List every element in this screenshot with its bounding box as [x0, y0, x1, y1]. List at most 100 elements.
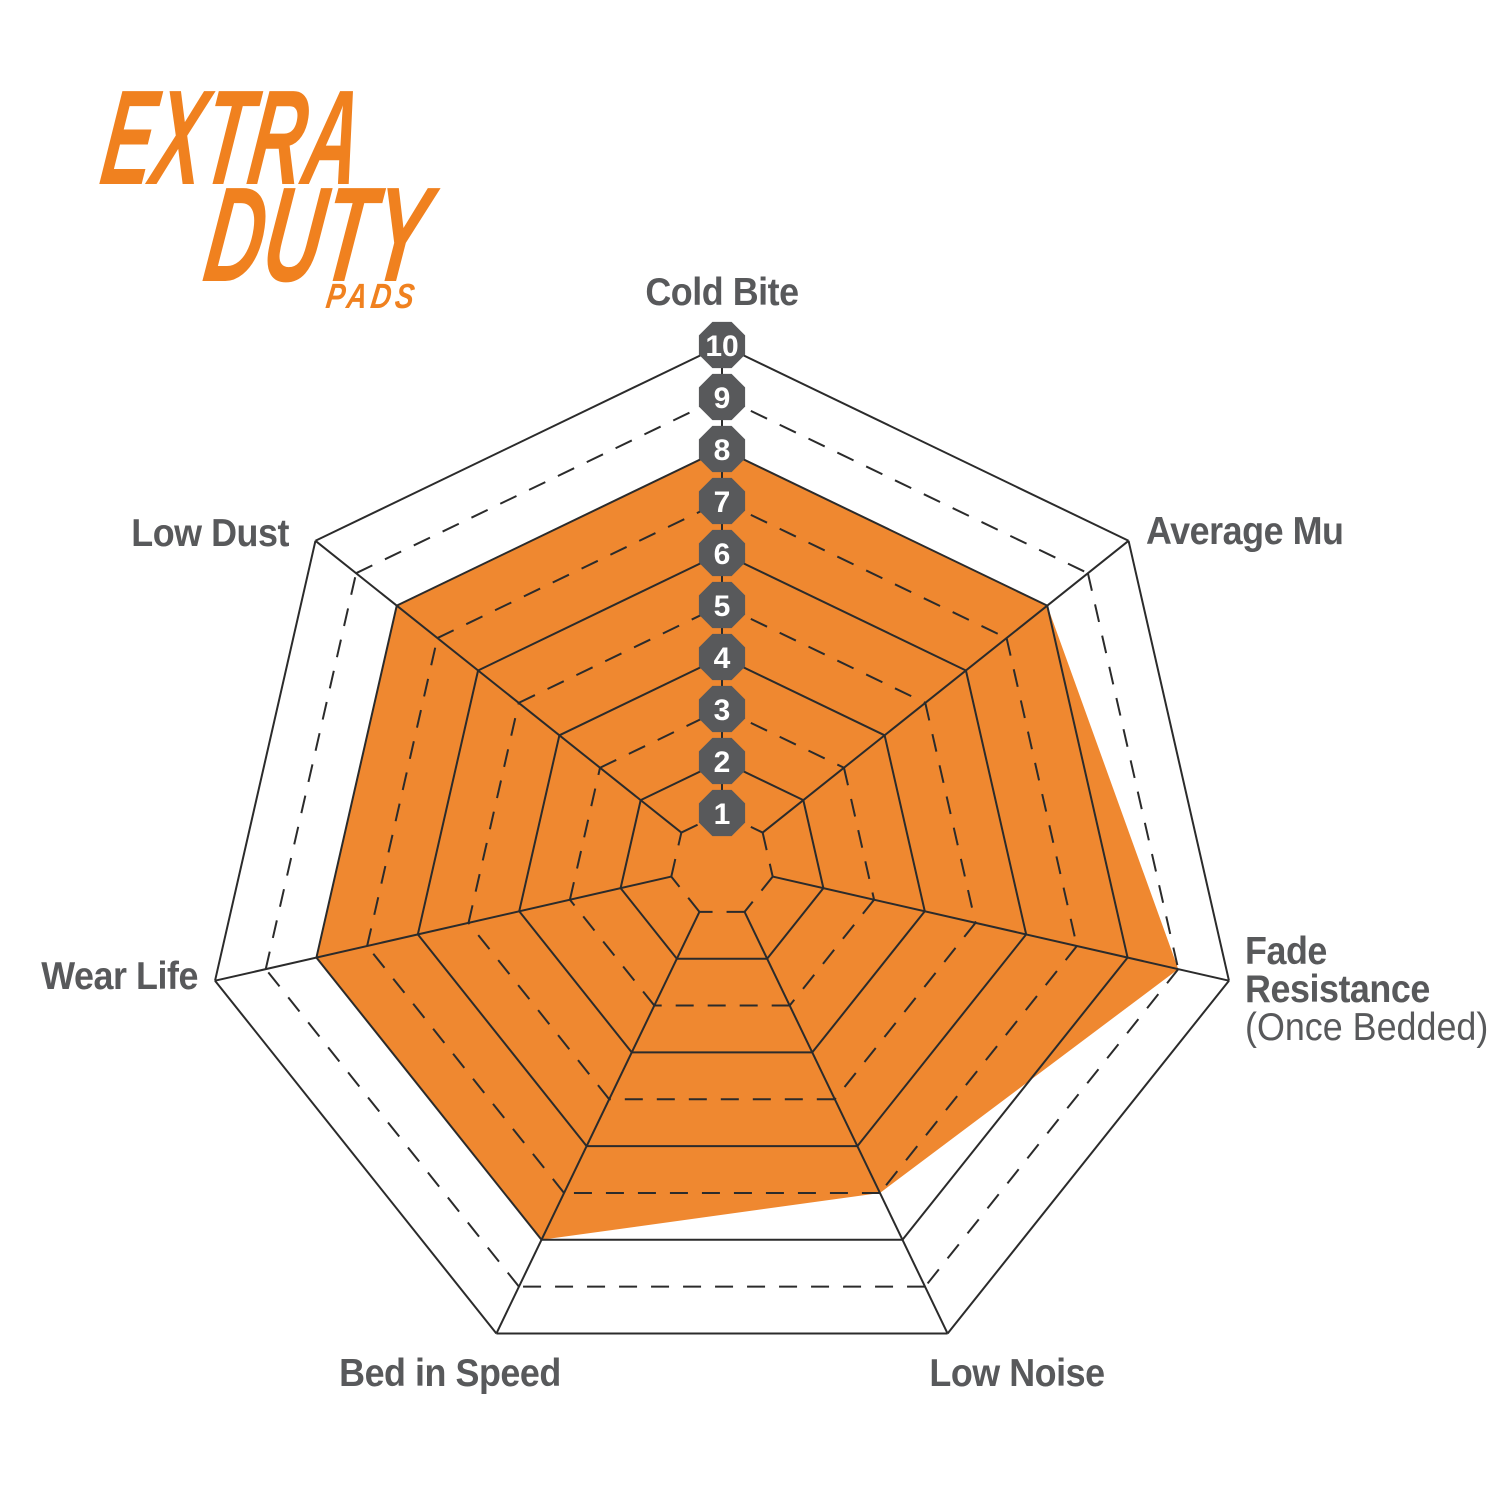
grid-ring-dashed [264, 968, 520, 1288]
grid-ring-dashed [924, 968, 1180, 1288]
grid-ring-solid [901, 956, 1129, 1241]
grid-ring-solid [417, 933, 588, 1147]
grid-ring-solid [721, 448, 1048, 607]
fade-resistance-line3: (Once Bedded) [1245, 1006, 1489, 1049]
scale-badge-octagon [698, 425, 746, 473]
grid-ring-dashed [721, 500, 1008, 639]
grid-ring-solid [315, 344, 723, 542]
grid-ring-dashed [924, 702, 977, 924]
grid-ring-solid [396, 448, 723, 607]
scale-badge-number: 8 [714, 434, 731, 467]
fade-resistance-line2: Resistance [1245, 968, 1430, 1011]
grid-ring-solid [214, 540, 317, 981]
axis-label-cold-bite: Cold Bite [645, 271, 799, 314]
grid-spoke [762, 540, 1130, 834]
scale-badge: 5 [698, 581, 746, 629]
radar-grid [214, 344, 1230, 1335]
grid-ring-dashed [670, 832, 683, 877]
grid-ring-solid [721, 344, 1129, 542]
grid-ring-solid [619, 887, 678, 960]
grid-ring-solid [416, 670, 480, 935]
grid-ring-dashed [568, 767, 602, 900]
grid-ring-dashed [467, 922, 610, 1100]
scale-badge-octagon [698, 633, 746, 681]
fade-resistance-line1: Fade [1245, 930, 1327, 973]
grid-ring-dashed [264, 572, 358, 970]
axis-label-bed-in-speed: Bed in Speed [339, 1352, 561, 1395]
grid-spoke [495, 911, 701, 1334]
scale-badge: 8 [698, 425, 746, 473]
scale-badge-octagon [698, 373, 746, 421]
scale-badge-number: 10 [705, 330, 738, 363]
grid-spoke [743, 911, 949, 1334]
scale-badge: 4 [698, 633, 746, 681]
grid-ring-dashed [366, 637, 439, 947]
scale-badge-number: 6 [714, 538, 731, 571]
scale-badge-octagon [698, 529, 746, 577]
axis-label-wear-life: Wear Life [41, 955, 198, 998]
grid-ring-solid [883, 735, 926, 912]
scale-badge-number: 2 [714, 746, 731, 779]
grid-spoke [314, 540, 682, 834]
scale-badge-octagon [698, 321, 746, 369]
scale-badge: 2 [698, 737, 746, 785]
grid-ring-solid [856, 933, 1027, 1147]
axis-label-low-noise: Low Noise [929, 1352, 1105, 1395]
grid-ring-dashed [1005, 637, 1078, 947]
scale-badge-number: 3 [714, 694, 731, 727]
grid-ring-dashed [761, 832, 774, 877]
scale-badge-octagon [698, 581, 746, 629]
grid-ring-dashed [569, 899, 656, 1007]
scale-badge-octagon [698, 789, 746, 837]
grid-ring-dashed [721, 604, 926, 704]
logo-word-pads: PADS [323, 277, 421, 316]
grid-ring-solid [721, 656, 886, 737]
grid-spoke [214, 875, 672, 982]
grid-ring-dashed [670, 875, 701, 913]
scale-badges: 1 2 3 4 5 6 7 8 9 10 [698, 321, 746, 837]
grid-ring-dashed [355, 396, 723, 575]
grid-ring-dashed [1086, 572, 1180, 970]
scale-badge: 1 [698, 789, 746, 837]
scale-badge-number: 4 [714, 642, 731, 675]
grid-ring-solid [964, 670, 1028, 935]
scale-badge: 6 [698, 529, 746, 577]
axis-label-fade-resistance: Fade Resistance (Once Bedded) [1245, 930, 1489, 1049]
grid-ring-solid [766, 887, 825, 960]
grid-ring-solid [558, 656, 723, 737]
scale-badge-octagon [698, 685, 746, 733]
grid-ring-solid [721, 552, 967, 672]
scale-badge-number: 7 [714, 486, 731, 519]
grid-ring-solid [315, 605, 398, 958]
grid-spoke [772, 875, 1230, 982]
grid-ring-solid [477, 552, 723, 672]
grid-ring-solid [315, 956, 543, 1241]
grid-ring-dashed [788, 899, 875, 1007]
axis-label-low-dust: Low Dust [131, 512, 289, 555]
scale-badge-number: 1 [714, 798, 731, 831]
grid-ring-solid [214, 980, 498, 1335]
grid-ring-solid [619, 799, 642, 889]
grid-ring-dashed [518, 604, 723, 704]
scale-badge-octagon [698, 737, 746, 785]
grid-ring-solid [518, 910, 633, 1054]
grid-ring-dashed [743, 875, 774, 913]
radar-fill-polygon [316, 449, 1179, 1240]
extra-duty-pads-logo: EXTRA DUTY PADS [0, 0, 620, 330]
scale-badge-number: 9 [714, 382, 731, 415]
scale-badge-number: 5 [714, 590, 731, 623]
grid-ring-dashed [834, 922, 977, 1100]
grid-ring-solid [1127, 540, 1230, 981]
scale-badge: 10 [698, 321, 746, 369]
grid-ring-solid [802, 799, 825, 889]
grid-ring-dashed [436, 500, 723, 639]
grid-ring-solid [518, 735, 561, 912]
grid-ring-dashed [842, 767, 876, 900]
scale-badge: 9 [698, 373, 746, 421]
grid-ring-dashed [721, 396, 1089, 575]
grid-ring-dashed [879, 945, 1078, 1194]
scale-badge: 3 [698, 685, 746, 733]
scale-badge-octagon [698, 477, 746, 525]
grid-ring-dashed [467, 702, 520, 924]
